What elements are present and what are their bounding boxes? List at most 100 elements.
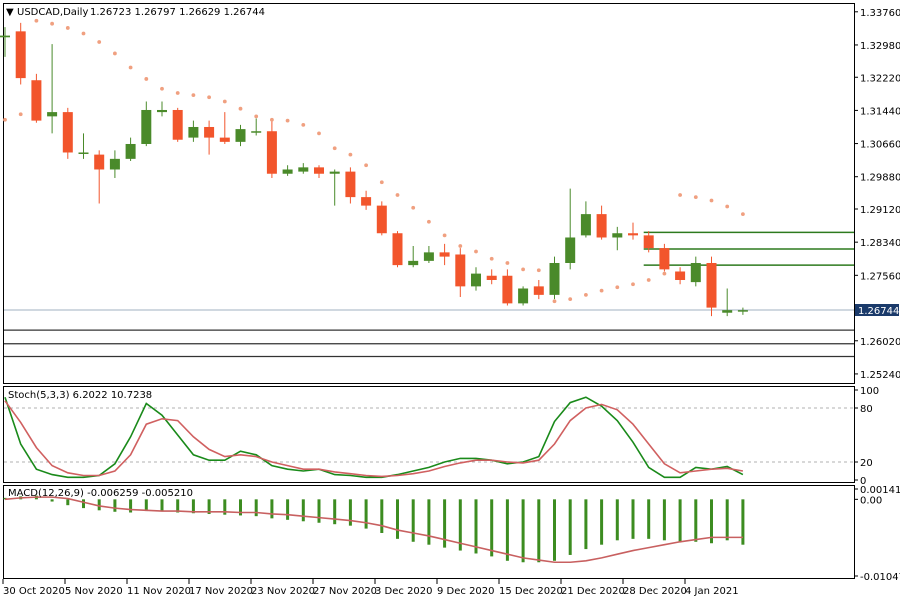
- parabolic-sar-dot: [489, 256, 494, 261]
- stoch-axis-label: 80: [860, 404, 873, 415]
- candle-body: [628, 233, 638, 236]
- price-axis-label: 1.27560: [860, 271, 900, 282]
- parabolic-sar-dot: [395, 193, 400, 197]
- macd-histogram-bar: [113, 499, 117, 512]
- macd-histogram-bar: [710, 499, 713, 544]
- macd-histogram-bar: [474, 499, 478, 554]
- parabolic-sar-dot: [709, 198, 714, 203]
- candle-body: [251, 131, 262, 133]
- parabolic-sar-dot: [301, 122, 306, 127]
- candle-body: [204, 126, 215, 138]
- parabolic-sar-dot: [615, 285, 620, 290]
- macd-histogram-bar: [458, 499, 462, 551]
- price-axis-label: 1.30660: [860, 140, 900, 151]
- parabolic-sar-dot: [175, 91, 180, 95]
- candle-body: [471, 273, 481, 287]
- macd-axis-label: -0.010478: [860, 572, 900, 583]
- price-axis-label: 1.26020: [860, 337, 900, 348]
- candle-body: [314, 167, 324, 174]
- parabolic-sar-dot: [3, 117, 7, 122]
- macd-histogram-bar: [364, 499, 368, 529]
- candle-body: [549, 262, 560, 295]
- parabolic-sar-dot: [584, 292, 588, 297]
- parabolic-sar-dot: [568, 297, 573, 302]
- symbol-dropdown-icon[interactable]: ▼: [6, 7, 14, 18]
- candle-body: [392, 233, 403, 266]
- macd-histogram-bar: [615, 499, 619, 541]
- parabolic-sar-dot: [97, 40, 102, 44]
- candle-body: [47, 112, 58, 117]
- price-axis-label: 1.32980: [860, 41, 900, 52]
- parabolic-sar-dot: [379, 180, 384, 185]
- macd-histogram-bar: [584, 499, 588, 550]
- time-axis-label: 27 Nov 2020: [313, 586, 377, 597]
- time-axis-label: 11 Nov 2020: [127, 586, 191, 597]
- parabolic-sar-dot: [442, 233, 447, 238]
- candle-body: [62, 112, 73, 153]
- parabolic-sar-dot: [144, 77, 149, 81]
- candle-body: [94, 154, 105, 170]
- parabolic-sar-dot: [222, 99, 227, 104]
- macd-histogram-bar: [678, 499, 682, 542]
- macd-histogram-bar: [286, 499, 290, 520]
- parabolic-sar-dot: [725, 204, 730, 209]
- candle-body: [31, 80, 42, 121]
- macd-histogram-bar: [694, 499, 698, 542]
- price-axis-label: 1.25240: [860, 370, 900, 381]
- parabolic-sar-dot: [552, 299, 557, 304]
- candle-body: [408, 260, 419, 266]
- candle-body: [109, 158, 120, 170]
- macd-histogram-bar: [223, 499, 227, 515]
- parabolic-sar-dot: [65, 26, 70, 30]
- macd-histogram-bar: [662, 499, 666, 541]
- parabolic-sar-dot: [521, 267, 525, 272]
- time-axis-label: 9 Dec 2020: [437, 586, 495, 597]
- macd-histogram-bar: [348, 499, 352, 526]
- candle-body: [172, 109, 183, 140]
- parabolic-sar-dot: [693, 195, 698, 200]
- candle-body: [157, 109, 167, 113]
- stoch-axis-label: 0: [860, 476, 866, 487]
- candle-body: [282, 169, 293, 174]
- macd-histogram-bar: [553, 499, 556, 561]
- parabolic-sar-dot: [458, 244, 463, 248]
- candle-body: [659, 248, 670, 270]
- parabolic-sar-dot: [254, 114, 259, 119]
- stoch-pane-frame: [3, 386, 855, 483]
- macd-histogram-bar: [631, 499, 635, 539]
- macd-histogram-bar: [443, 499, 447, 548]
- macd-histogram-bar: [600, 499, 604, 545]
- candle-body: [565, 237, 576, 263]
- price-axis-label: 1.31440: [860, 106, 900, 117]
- macd-histogram-bar: [66, 499, 70, 506]
- price-pane[interactable]: 1.33760 1.32980 1.32220 1.31440 1.30660 1.298…: [0, 8, 900, 381]
- stoch-label: Stoch(5,3,3) 6.2022 10.7238: [8, 390, 152, 401]
- stochastic-pane[interactable]: 100 80 20 0: [4, 386, 879, 487]
- macd-histogram-bar: [647, 499, 651, 539]
- time-axis-label: 3 Dec 2020: [375, 586, 433, 597]
- time-axis-label: 21 Dec 2020: [561, 586, 625, 597]
- parabolic-sar-dot: [317, 131, 321, 136]
- macd-histogram-bar: [537, 499, 541, 563]
- candle-body: [15, 31, 26, 79]
- macd-axis-label: 0.001412: [860, 485, 900, 496]
- time-axis-label: 4 Jan 2021: [685, 586, 739, 597]
- parabolic-sar-dot: [81, 31, 86, 36]
- macd-histogram-bar: [254, 499, 258, 517]
- ohlc-readout: 1.26723 1.26797 1.26629 1.26744: [90, 7, 265, 18]
- candle-body: [439, 252, 450, 257]
- price-axis-label: 1.32220: [860, 73, 900, 84]
- candle-body: [533, 286, 544, 295]
- price-axis-label: 1.28340: [860, 238, 900, 249]
- macd-histogram-bar: [82, 499, 85, 509]
- candle-body: [737, 310, 748, 312]
- macd-label: MACD(12,26,9) -0.006259 -0.005210: [8, 488, 193, 499]
- time-axis-label: 17 Nov 2020: [189, 586, 253, 597]
- parabolic-sar-dot: [678, 193, 682, 197]
- macd-histogram-bar: [505, 499, 509, 561]
- candle-body: [455, 254, 466, 287]
- macd-histogram-bar: [725, 499, 729, 541]
- macd-pane[interactable]: 0.0014120.00 -0.010478: [3, 485, 900, 583]
